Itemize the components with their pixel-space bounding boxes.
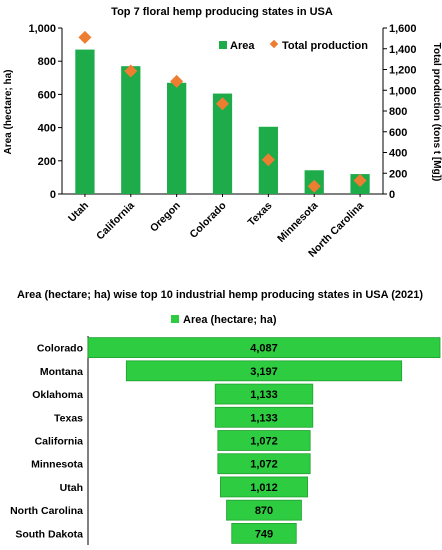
right-tick-label: 1,200: [389, 65, 417, 77]
left-tick-label: 1,000: [28, 23, 56, 35]
funnel-value-label: 749: [255, 528, 273, 540]
left-tick-label: 400: [38, 123, 56, 135]
area-bars: [75, 49, 370, 194]
funnel-category-label: Texas: [54, 412, 83, 424]
category-label: Texas: [245, 200, 274, 229]
funnel-category-label: North Carolina: [10, 505, 83, 517]
production-marker: [307, 179, 321, 193]
funnel-bar: [226, 499, 302, 521]
funnel-value-label: 1,072: [250, 459, 278, 471]
legend-production-label: Total production: [282, 40, 368, 52]
funnel-bar: [214, 383, 314, 405]
category-labels: Utah California Oregon Colorado Texas Minneso…: [66, 194, 366, 260]
category-label: Utah: [66, 200, 91, 225]
funnel-value-label: 870: [255, 505, 273, 517]
industrial-legend: Area (hectare; ha): [171, 314, 277, 326]
right-axis-label: Total production (tons t [Mg]): [431, 43, 442, 182]
category-label: California: [94, 200, 137, 243]
category-label: Oregon: [148, 200, 183, 235]
left-tick-label: 0: [50, 189, 56, 201]
category-label: Minnesota: [275, 200, 320, 245]
right-tick-label: 800: [389, 106, 407, 118]
funnel-value-label: 4,087: [250, 343, 278, 355]
funnel-bar: [220, 476, 308, 498]
production-marker: [124, 64, 138, 78]
area-bar: [167, 82, 187, 194]
funnel-bar: [87, 337, 441, 358]
left-axis-label: Area (hectare; ha): [3, 69, 14, 154]
funnel-category-labels: Colorado Montana Oklahoma Texas California Mi…: [10, 343, 83, 541]
funnel-bar: [217, 430, 311, 451]
funnel-bars: 4,087 3,197 1,133 1,133 1,072 1,072 1,012 870 74…: [87, 337, 441, 544]
production-markers: [78, 30, 367, 193]
funnel-bar: [231, 523, 297, 544]
right-tick-label: 1,400: [389, 44, 417, 56]
industrial-chart: Area (hectare; ha) wise top 10 industria…: [10, 289, 441, 545]
funnel-category-label: Oklahoma: [32, 389, 83, 401]
funnel-category-label: California: [35, 436, 84, 448]
area-bar: [121, 66, 141, 194]
left-tick-label: 200: [38, 156, 56, 168]
legend-production-swatch: [269, 39, 279, 49]
left-axis-ticks: 0 200 400 600 800 1,000: [28, 23, 62, 201]
floral-chart-title: Top 7 floral hemp producing states in US…: [111, 6, 333, 18]
left-tick-label: 600: [38, 89, 56, 101]
funnel-bar: [217, 453, 311, 475]
right-tick-label: 200: [389, 168, 407, 180]
area-bar: [212, 93, 233, 194]
right-tick-label: 1,600: [389, 23, 417, 35]
floral-legend: Area Total production: [219, 39, 368, 52]
funnel-category-label: Montana: [40, 366, 83, 378]
area-bar: [75, 49, 95, 194]
funnel-value-label: 1,133: [250, 412, 278, 424]
right-axis-ticks: 0 200 400 600 800 1,000 1,200 1,400 1,600: [383, 23, 417, 201]
right-tick-label: 1,000: [389, 85, 417, 97]
category-label: Colorado: [188, 200, 229, 241]
legend-funnel-swatch: [171, 315, 179, 323]
funnel-value-label: 3,197: [250, 366, 278, 378]
right-tick-label: 0: [389, 189, 395, 201]
industrial-chart-title: Area (hectare; ha) wise top 10 industria…: [17, 289, 423, 301]
legend-area-label: Area: [230, 40, 255, 52]
production-marker: [353, 174, 367, 188]
funnel-value-label: 1,072: [250, 436, 278, 448]
funnel-value-label: 1,012: [250, 482, 278, 494]
production-marker: [216, 97, 229, 111]
legend-funnel-label: Area (hectare; ha): [183, 314, 277, 326]
funnel-category-label: South Dakota: [15, 528, 83, 540]
funnel-category-label: Minnesota: [31, 459, 83, 471]
funnel-category-label: Utah: [60, 482, 83, 494]
floral-chart: Top 7 floral hemp producing states in US…: [3, 6, 442, 260]
funnel-category-label: Colorado: [37, 343, 83, 355]
left-tick-label: 800: [38, 56, 56, 68]
right-tick-label: 400: [389, 148, 407, 160]
legend-area-swatch: [219, 41, 227, 49]
funnel-value-label: 1,133: [250, 389, 278, 401]
production-marker: [261, 153, 275, 167]
production-marker: [78, 30, 92, 44]
production-marker: [170, 74, 184, 88]
right-tick-label: 600: [389, 127, 407, 139]
funnel-bar: [125, 360, 403, 382]
funnel-bar: [214, 406, 314, 428]
